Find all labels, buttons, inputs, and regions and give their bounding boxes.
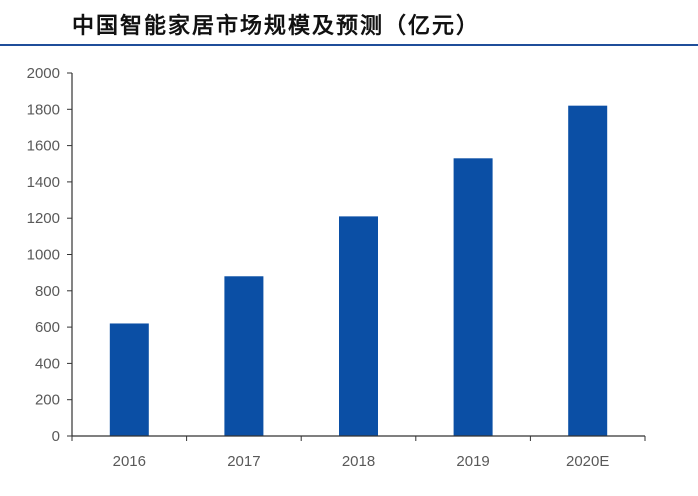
- y-tick-label: 2000: [27, 65, 60, 82]
- bar-2019: [453, 158, 493, 436]
- x-tick-label: 2020E: [566, 453, 609, 470]
- y-tick-label: 0: [52, 428, 60, 445]
- y-tick-label: 400: [35, 355, 60, 372]
- x-tick-label: 2019: [456, 453, 489, 470]
- x-tick-label: 2018: [342, 453, 375, 470]
- y-tick-label: 1400: [27, 174, 60, 191]
- y-tick-label: 1000: [27, 247, 60, 264]
- bar-2017: [224, 276, 264, 436]
- bar-2020e: [568, 105, 608, 437]
- y-tick-label: 600: [35, 319, 60, 336]
- y-tick-label: 1800: [27, 101, 60, 118]
- y-tick-label: 200: [35, 392, 60, 409]
- bars: [109, 105, 608, 437]
- title-divider: [0, 44, 698, 46]
- x-tick-label: 2016: [113, 453, 146, 470]
- bar-2018: [339, 216, 378, 436]
- y-tick-label: 800: [35, 283, 60, 300]
- y-axis-ticks: 0 200 400 600 800 1000 1200 1400 1600 1800 2000: [27, 65, 72, 445]
- chart-title: 中国智能家居市场规模及预测（亿元）: [72, 13, 481, 39]
- x-axis-ticks: 2016 2017 2018 2019 2020E: [71, 436, 646, 470]
- x-tick-label: 2017: [227, 453, 260, 470]
- bar-2016: [109, 323, 149, 436]
- y-tick-label: 1200: [27, 210, 60, 227]
- y-tick-label: 1600: [27, 138, 60, 155]
